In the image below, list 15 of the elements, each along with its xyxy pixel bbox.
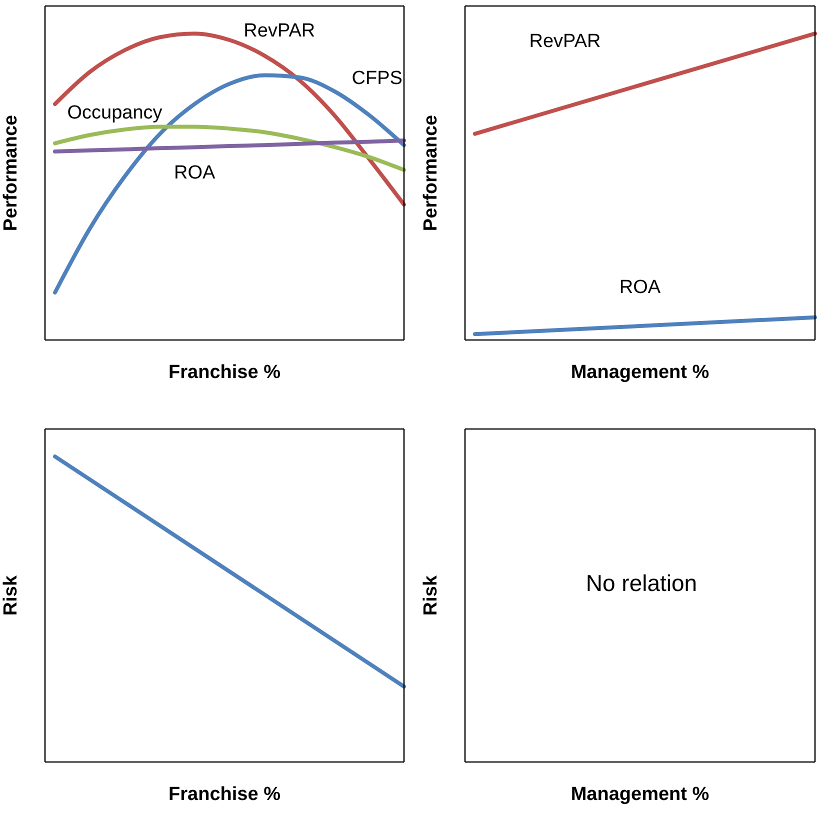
series-label: RevPAR: [244, 20, 316, 42]
text: Risk: [420, 575, 442, 616]
text: Management %: [570, 784, 710, 805]
series-label: ROA: [174, 162, 216, 184]
y-axis-title: Performance: [0, 114, 22, 232]
y-axis-title: Risk: [0, 575, 22, 616]
series-label: Occupancy: [67, 102, 163, 124]
y-axis-title: Performance: [420, 114, 442, 232]
series-label: CFPS: [352, 68, 402, 90]
text: No relation: [584, 570, 698, 597]
series-label: ROA: [619, 277, 661, 298]
text: RevPAR: [529, 30, 601, 52]
x-axis-title: Franchise %: [168, 362, 281, 383]
x-axis-title: Franchise %: [168, 784, 281, 805]
x-axis-title: Management %: [570, 362, 710, 383]
